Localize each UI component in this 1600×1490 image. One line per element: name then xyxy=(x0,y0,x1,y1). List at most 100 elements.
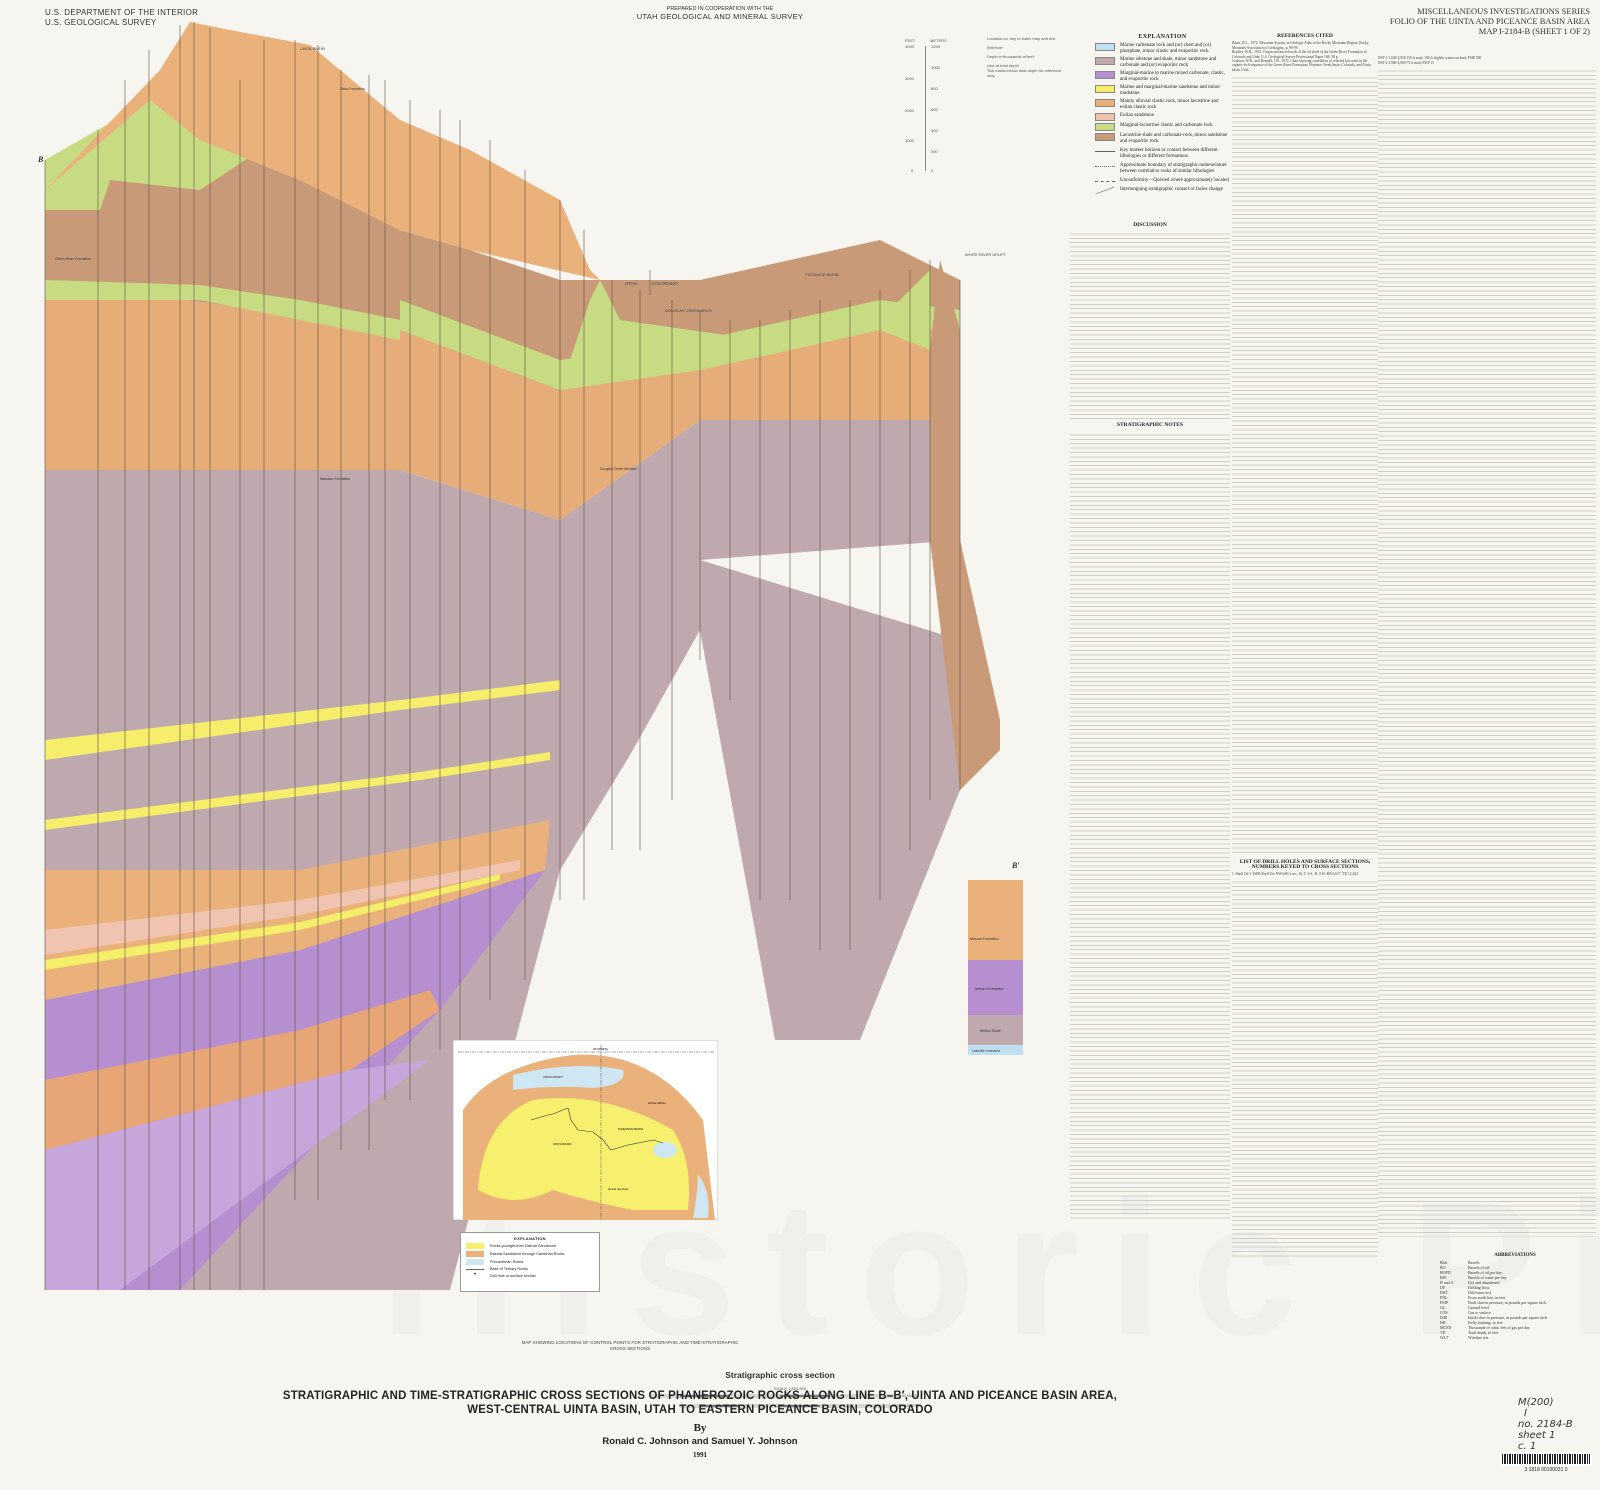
swatch-marginal-lacustrine xyxy=(1095,123,1115,131)
label-minturn-formation: Minturn Formation xyxy=(975,987,1003,991)
abbreviations-list: ABBREVIATIONS Bbls Barrels BO Barrels of o… xyxy=(1440,1253,1590,1340)
index-map-section-line xyxy=(530,1107,664,1151)
eolian-sandstone xyxy=(45,860,520,955)
scale-bar: SCALE 1:500 000 50 MILES 50 KILOMETERS xyxy=(649,1386,920,1408)
index-map-caption: MAP SHOWING LOCATIONS OF CONTROL POINTS … xyxy=(521,1340,739,1351)
legend-item: Lacustrine shale and carbonate rock, min… xyxy=(1095,133,1230,145)
intertonguing-icon xyxy=(1095,186,1115,195)
swatch-marine-sandstone xyxy=(1095,85,1115,93)
label-uinta-formation: Uinta Formation xyxy=(340,87,365,91)
explanation-title: EXPLANATION xyxy=(1138,34,1187,40)
mancos-shale xyxy=(45,420,960,740)
legend-item: Marginal-lacustrine clastic and carbonat… xyxy=(1095,123,1230,131)
legend-item: Eolian sandstone xyxy=(1095,113,1230,121)
legend-line-item: Intertonguing stratigraphic contact or f… xyxy=(1095,186,1230,195)
legend-line-item: Key marker horizon or contact between di… xyxy=(1095,148,1230,160)
label-leadville-limestone: Leadville Limestone xyxy=(972,1049,1000,1053)
unconformity-line-icon xyxy=(1095,181,1115,182)
index-map-uinta-uplift xyxy=(513,1066,624,1090)
sandstone-band-1 xyxy=(45,680,560,760)
svg-text:WYOMING: WYOMING xyxy=(593,1047,609,1051)
piceance-east xyxy=(930,260,1000,790)
uinta-top-green xyxy=(560,270,930,390)
references-heading: REFERENCES CITED xyxy=(1277,33,1333,39)
main-title: STRATIGRAPHIC AND TIME-STRATIGRAPHIC CRO… xyxy=(35,1388,1365,1416)
references-text xyxy=(1232,74,1378,855)
cross-section-diagram: B B′ UINTA BASIN UTAH COLORADO DOUGLAS C… xyxy=(37,22,1023,1290)
swatch-dakota-through-cambrian xyxy=(466,1251,484,1257)
swatch-marginal-marine-mixed xyxy=(1095,71,1115,79)
reference-entry: Bradley, W.H., 1931, Origin and microfos… xyxy=(1232,50,1367,59)
discussion-text xyxy=(1070,230,1230,421)
stratigraphic-notes-heading: STRATIGRAPHIC NOTES xyxy=(1116,422,1184,429)
label-wasatch-formation: Wasatch Formation xyxy=(320,477,350,481)
swatch-marine-siltstone xyxy=(1095,57,1115,65)
by-label: By xyxy=(693,1422,707,1434)
explanation-legend: EXPLANATION Marine carbonate rock and (o… xyxy=(1095,34,1230,195)
series-label: MISCELLANEOUS INVESTIGATIONS SERIES xyxy=(1417,6,1590,16)
region-uinta-basin: UINTA BASIN xyxy=(300,46,325,51)
coop-big: UTAH GEOLOGICAL AND MINERAL SURVEY xyxy=(636,12,804,21)
reference-entry: Cashion, W.B., and Donnell, J.R., 1972, … xyxy=(1232,59,1371,72)
dst-entry: DST-2 3,980-4,080 75 ft mud, FSIP 15 xyxy=(1378,60,1434,65)
legend-line-item: Approximate boundary of stratigraphic no… xyxy=(1095,163,1230,175)
legend-item: Marine siltstone and shale, minor sandst… xyxy=(1095,57,1230,69)
marginal-marine-mixed-2 xyxy=(45,1060,430,1290)
legend-item: Marine carbonate rock and (or) chert and… xyxy=(1095,43,1230,55)
agency-line-2: U.S. GEOLOGICAL SURVEY xyxy=(45,18,157,27)
well-list-continued xyxy=(1378,67,1596,1237)
marginal-lacustrine-3 xyxy=(45,280,400,340)
well-list-heading: LIST OF DRILL HOLES AND SURFACE SECTIONS… xyxy=(1239,859,1371,870)
legend-item: Mainly alluvial clastic rock, minor lacu… xyxy=(1095,99,1230,111)
well-list-text xyxy=(1232,878,1378,1259)
legend-item: Marine and marginal-marine sandstone and… xyxy=(1095,85,1230,97)
folio-label: FOLIO OF THE UINTA AND PICEANCE BASIN AR… xyxy=(1389,16,1590,26)
agency-line-1: U.S. DEPARTMENT OF THE INTERIOR xyxy=(45,8,199,17)
barcode xyxy=(1500,1452,1592,1466)
discussion-column: DISCUSSION STRATIGRAPHIC NOTES xyxy=(1070,220,1230,1221)
index-map: WYOMING UINTA UPLIFT AXIAL ARCH UINTA BA… xyxy=(453,1040,718,1220)
wasatch-formation xyxy=(45,280,960,520)
authors: Ronald C. Johnson and Samuel Y. Johnson xyxy=(602,1436,798,1447)
reference-entry: Baars, D.L., 1972, Devonian System, in G… xyxy=(1232,41,1369,50)
leadville-limestone-right xyxy=(968,1045,1023,1055)
label-douglas-creek-member: Douglas Creek Member xyxy=(600,467,638,471)
section-start-label: B xyxy=(37,155,44,164)
index-map-sawatch-uplift xyxy=(693,1175,709,1218)
minturn-formation-right xyxy=(968,960,1023,1015)
title-line-2: WEST-CENTRAL UINTA BASIN, UTAH TO EASTER… xyxy=(467,1402,933,1416)
index-map-tertiary xyxy=(478,1098,689,1210)
uinta-formation xyxy=(45,22,600,280)
region-utah: UTAH xyxy=(625,281,637,286)
label-belden-shale: Belden Shale xyxy=(980,1029,1001,1033)
drill-hole-key: Location no. key to index map and text D… xyxy=(987,36,1062,78)
label-maroon-formation: Maroon Formation xyxy=(970,937,999,941)
svg-text:AXIAL ARCH: AXIAL ARCH xyxy=(648,1101,666,1105)
svg-text:50 MILES: 50 MILES xyxy=(902,1394,918,1398)
contact-line-icon xyxy=(1095,151,1115,152)
discussion-heading: DISCUSSION xyxy=(1133,222,1167,228)
swatch-marine-carbonate xyxy=(1095,43,1115,51)
section-gap xyxy=(450,630,775,1290)
feet-label: FEET xyxy=(905,38,916,43)
references-column: REFERENCES CITED Baars, D.L., 1972, Devo… xyxy=(1232,33,1378,1259)
legend-line-item: Unconformity—Queried where approximately… xyxy=(1095,178,1230,184)
meters-label: METERS xyxy=(930,38,947,43)
belden-shale-right xyxy=(968,1015,1023,1045)
index-map-white-river-uplift xyxy=(653,1142,677,1158)
well-entry: 1. Shell Oil 1-16D9 Shell Ute NW¼SE¼ sec… xyxy=(1232,872,1358,877)
svg-text:50 KILOMETERS: 50 KILOMETERS xyxy=(892,1404,920,1408)
series-header: MISCELLANEOUS INVESTIGATIONS SERIES FOLI… xyxy=(1390,6,1590,36)
section-end-label: B′ xyxy=(1011,861,1020,870)
drill-hole-lines xyxy=(44,22,961,1290)
cooperation-header: PREPARED IN COOPERATION WITH THE UTAH GE… xyxy=(620,6,820,21)
legend-item: Marginal-marine to marine mixed carbonat… xyxy=(1095,71,1230,83)
stratigraphic-notes-text xyxy=(1070,430,1230,1221)
coop-small: PREPARED IN COOPERATION WITH THE xyxy=(666,6,774,12)
publication-year: 1991 xyxy=(693,1451,707,1459)
region-douglas-creek-arch: DOUGLAS CREEK ARCH xyxy=(665,308,712,313)
dst-entry: DST-1 3,840-3,958 150 ft mud, 180 ft sli… xyxy=(1378,56,1482,60)
swatch-precambrian xyxy=(466,1259,484,1265)
sandstone-band-3 xyxy=(45,874,500,970)
svg-text:SCALE 1:500 000: SCALE 1:500 000 xyxy=(774,1386,807,1391)
